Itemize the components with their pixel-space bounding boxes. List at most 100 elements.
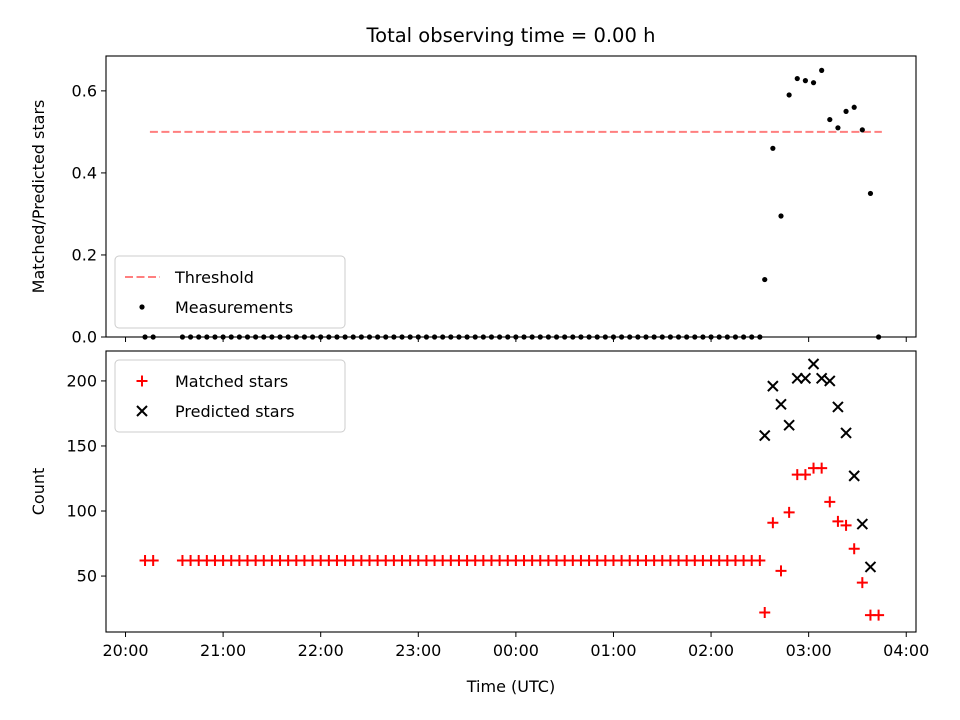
data-point [856,577,868,589]
data-point [659,334,665,340]
y-axis-label: Matched/Predicted stars [29,100,48,294]
x-tick-label: 21:00 [200,641,246,660]
x-tick-label: 23:00 [395,641,441,660]
data-point [358,334,364,340]
data-point [586,334,592,340]
x-tick-label: 22:00 [298,641,344,660]
y-axis-label: Count [29,468,48,516]
data-point [619,334,625,340]
data-point [799,469,811,481]
data-point [819,67,825,73]
data-point [791,372,803,385]
data-point [716,334,722,340]
data-point [456,334,462,340]
data-point [142,334,148,340]
data-point [448,334,454,340]
data-point [253,334,259,340]
data-point [415,334,421,340]
data-point [794,75,800,82]
legend-label: Measurements [175,298,293,317]
data-point [602,334,608,340]
data-point [815,372,828,385]
y-tick-label: 200 [66,371,97,390]
data-point [767,517,779,529]
legend-box [114,359,346,433]
data-point [675,334,682,340]
data-point [762,276,768,283]
data-point [783,419,795,431]
x-tick-label: 03:00 [786,641,832,660]
data-point [244,334,251,340]
data-point [196,334,202,340]
data-point [832,401,844,413]
plot-frame [105,350,917,633]
data-point [724,334,730,340]
legend-label: Matched stars [175,372,288,391]
data-point [835,125,841,131]
data-point [643,334,649,340]
data-point [667,334,673,340]
data-point [147,554,159,566]
data-point [783,506,795,518]
y-tick-label: 0.0 [72,328,97,347]
data-point [277,334,283,340]
data-point [708,334,714,340]
data-point [261,334,267,340]
x-tick-label: 01:00 [590,641,636,660]
data-point [856,518,869,530]
data-point [775,398,787,411]
data-point [334,334,340,340]
legend-label: Threshold [174,268,254,287]
data-point [786,92,792,98]
data-point [651,334,657,340]
data-point [521,334,527,340]
legend-swatch [136,375,148,387]
series-measurements [142,67,882,340]
data-point [529,334,535,340]
legend: Matched stars Predicted stars [114,359,346,433]
plot-frame [105,55,917,338]
data-point [767,380,779,392]
data-point [749,334,755,340]
data-point [859,127,865,133]
data-point [366,334,373,340]
chart-title: Total observing time = 0.00 h [366,24,656,47]
data-point [236,334,242,340]
count-panel: 50 100 150 200 20:00 21:00 22:00 23:00 00:00 01:0… [29,350,929,696]
data-point [740,334,747,340]
data-point [505,334,511,340]
data-point [497,334,503,340]
data-point [757,334,763,340]
data-point [824,375,836,387]
data-point [326,334,332,340]
y-tick-label: 150 [66,436,97,455]
data-point [816,462,828,474]
data-point [301,334,308,340]
series-matched-stars [139,462,885,621]
x-tick-label: 00:00 [493,641,539,660]
data-point [407,334,413,340]
data-point [220,334,226,340]
data-point [873,609,885,621]
data-point [423,334,430,340]
legend-swatch [139,304,145,310]
data-point [179,334,186,340]
data-point [187,334,194,340]
data-point [545,334,552,340]
data-point [399,334,405,340]
data-point [759,606,771,618]
data-point [228,334,234,340]
data-point [848,470,860,482]
data-point [627,334,633,340]
data-point [375,334,381,340]
legend-label: Predicted stars [175,402,295,421]
data-point [537,334,543,340]
x-tick-label: 02:00 [688,641,734,660]
data-point [150,334,156,340]
data-point [269,334,275,340]
data-point [350,334,356,340]
data-point [553,334,560,340]
y-tick-label: 0.2 [72,245,97,264]
data-point [480,334,486,340]
